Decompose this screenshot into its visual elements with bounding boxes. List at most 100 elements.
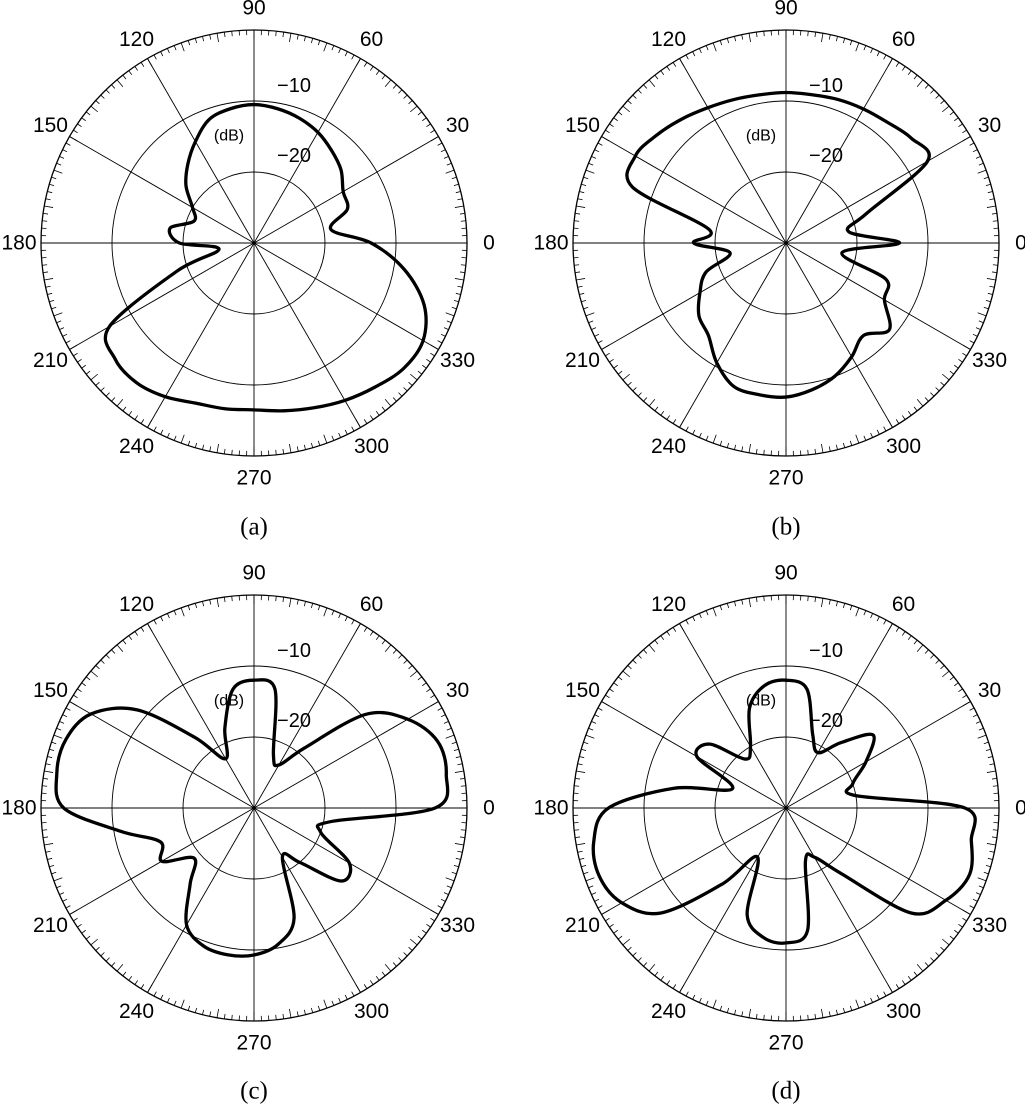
angle-label-60: 60	[892, 28, 915, 51]
radial-spoke-330	[253, 242, 439, 350]
radial-spoke-300	[785, 807, 893, 993]
db-label-minus-20: −20	[277, 710, 311, 732]
angle-label-300: 300	[354, 1000, 389, 1023]
angle-label-240: 240	[119, 435, 154, 458]
outer-tick-marks	[41, 30, 467, 456]
angle-label-60: 60	[360, 593, 383, 616]
angle-label-210: 210	[33, 914, 68, 937]
angle-label-0: 0	[483, 797, 495, 820]
radiation-pattern-curve	[625, 90, 931, 399]
angle-label-0: 0	[483, 232, 495, 255]
angle-label-240: 240	[651, 1000, 686, 1023]
radial-spoke-30	[253, 136, 439, 244]
angle-label-120: 120	[651, 593, 686, 616]
angle-label-300: 300	[354, 435, 389, 458]
panel-caption: (c)	[240, 1078, 268, 1105]
angle-label-270: 270	[768, 1032, 803, 1055]
unit-label-db: (dB)	[746, 128, 776, 145]
unit-label-db: (dB)	[214, 128, 244, 145]
radial-spoke-150	[601, 701, 787, 809]
angle-label-30: 30	[446, 679, 469, 702]
angle-label-150: 150	[33, 114, 68, 137]
radial-spoke-60	[253, 58, 361, 244]
angle-label-30: 30	[446, 114, 469, 137]
angle-label-60: 60	[892, 593, 915, 616]
panel-caption: (b)	[771, 514, 800, 541]
radial-spoke-30	[785, 136, 971, 244]
radiation-pattern-curve	[103, 102, 428, 413]
radial-spoke-120	[679, 623, 787, 809]
angle-label-180: 180	[1, 797, 36, 820]
radial-spoke-150	[69, 136, 255, 244]
radial-spoke-60	[785, 623, 893, 809]
radial-spoke-30	[785, 701, 971, 809]
angle-label-210: 210	[565, 914, 600, 937]
radial-spoke-240	[679, 242, 787, 428]
radial-spoke-60	[253, 623, 361, 809]
db-label-minus-10: −10	[809, 640, 843, 662]
angle-label-90: 90	[242, 562, 265, 585]
radial-spoke-210	[601, 242, 787, 350]
radial-spoke-300	[253, 807, 361, 993]
db-label-minus-20: −20	[809, 145, 843, 167]
angle-label-90: 90	[774, 0, 797, 20]
angle-label-60: 60	[360, 28, 383, 51]
angle-label-240: 240	[119, 1000, 154, 1023]
radiation-pattern-curve	[591, 678, 977, 945]
radial-spoke-120	[679, 58, 787, 244]
radial-spoke-240	[679, 807, 787, 993]
angle-label-330: 330	[972, 914, 1007, 937]
db-label-minus-10: −10	[809, 75, 843, 97]
angle-label-120: 120	[119, 593, 154, 616]
angle-label-210: 210	[33, 349, 68, 372]
panel-caption: (a)	[240, 514, 268, 541]
angle-label-30: 30	[978, 679, 1001, 702]
angle-label-120: 120	[119, 28, 154, 51]
angle-label-150: 150	[33, 679, 68, 702]
db-label-minus-20: −20	[809, 710, 843, 732]
radial-spoke-330	[253, 807, 439, 915]
angle-label-30: 30	[978, 114, 1001, 137]
polar-plot-b: 0 30 60 90 120 150 180 210 240 270 300 330 −10 −20 (dB…	[533, 0, 1025, 541]
outer-tick-marks	[573, 595, 999, 1021]
radial-spoke-330	[785, 242, 971, 350]
angle-label-90: 90	[242, 0, 265, 20]
angle-label-270: 270	[768, 467, 803, 490]
angle-label-330: 330	[972, 349, 1007, 372]
polar-plot-a: 0 30 60 90 120 150 180 210 240 270 300 330 −10 −20 (dB…	[1, 0, 494, 541]
radial-spoke-240	[147, 807, 255, 993]
angle-label-300: 300	[886, 1000, 921, 1023]
radial-spoke-150	[601, 136, 787, 244]
panel-caption: (d)	[771, 1078, 800, 1105]
angle-label-180: 180	[533, 232, 568, 255]
angle-label-120: 120	[651, 28, 686, 51]
angle-label-0: 0	[1015, 232, 1025, 255]
angle-label-90: 90	[774, 562, 797, 585]
angle-label-0: 0	[1015, 797, 1025, 820]
radial-spoke-60	[785, 58, 893, 244]
polar-plot-c: 0306090120150180210240270300330−10−20(dB…	[1, 562, 494, 1105]
radial-spoke-120	[147, 58, 255, 244]
angle-label-150: 150	[565, 679, 600, 702]
radial-spoke-210	[601, 807, 787, 915]
angle-label-210: 210	[565, 349, 600, 372]
polar-plot-d: 0306090120150180210240270300330−10−20(dB…	[533, 562, 1025, 1105]
angle-label-240: 240	[651, 435, 686, 458]
radial-spoke-300	[785, 242, 893, 428]
radial-spoke-330	[785, 807, 971, 915]
radial-spoke-300	[253, 242, 361, 428]
angle-label-330: 330	[440, 349, 475, 372]
radial-spoke-120	[147, 623, 255, 809]
outer-tick-marks	[573, 30, 999, 456]
db-label-minus-10: −10	[277, 640, 311, 662]
angle-label-270: 270	[236, 1032, 271, 1055]
outer-tick-marks	[41, 595, 467, 1021]
angle-label-150: 150	[565, 114, 600, 137]
radiation-pattern-curve	[54, 678, 450, 958]
angle-label-270: 270	[236, 467, 271, 490]
radial-spoke-240	[147, 242, 255, 428]
angle-label-300: 300	[886, 435, 921, 458]
radial-spoke-150	[69, 701, 255, 809]
angle-label-180: 180	[1, 232, 36, 255]
